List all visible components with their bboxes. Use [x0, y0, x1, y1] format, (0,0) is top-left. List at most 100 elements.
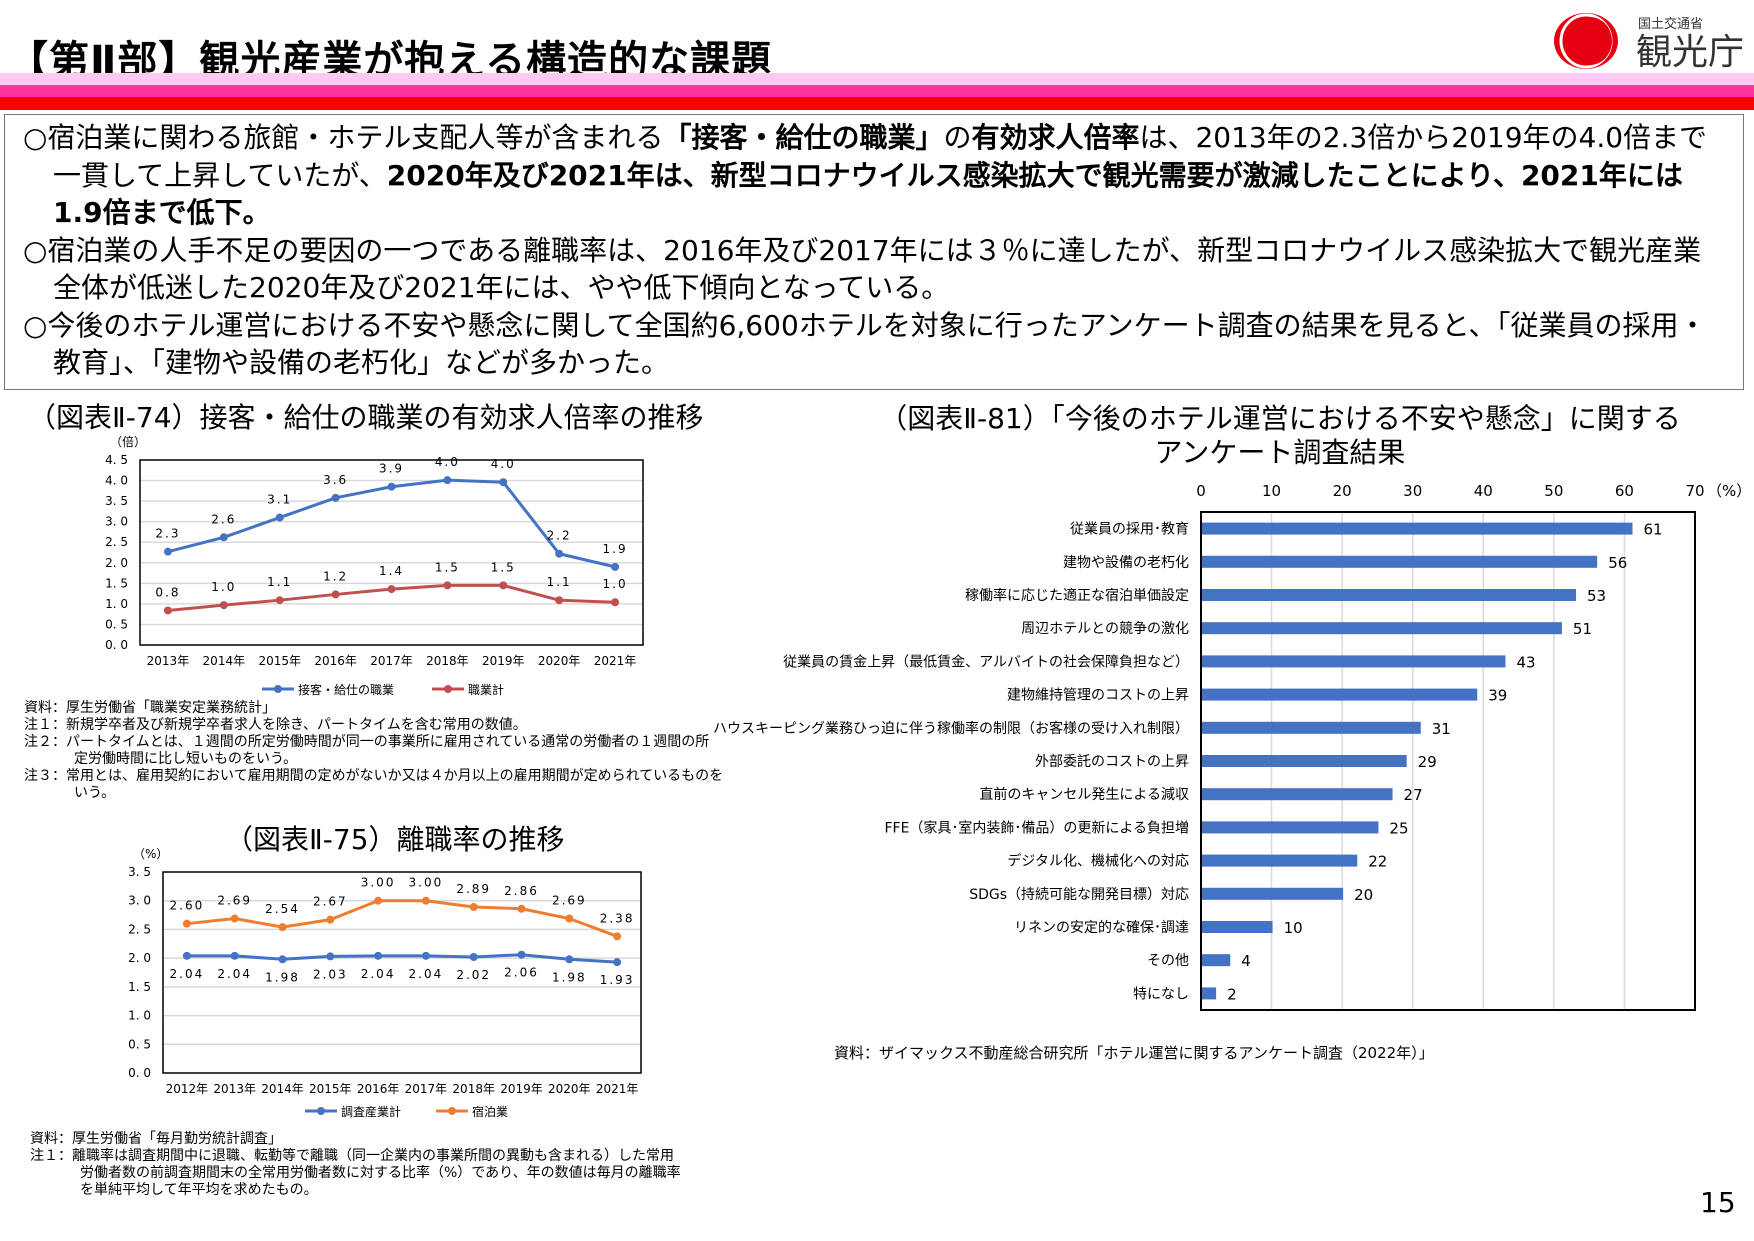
fig75-data-point [374, 951, 383, 960]
fig81-value-label: 25 [1389, 819, 1408, 837]
fig74-data-point [555, 549, 564, 558]
fig75-data-point [182, 919, 191, 928]
fig81-value-label: 2 [1227, 985, 1237, 1003]
fig74-ytick-label: 3. 5 [105, 494, 128, 508]
fig75-data-label: 2.54 [265, 902, 300, 916]
fig81-bar [1202, 954, 1231, 967]
fig75-data-label: 2.04 [217, 967, 252, 981]
fig74-data-label: 1.4 [379, 564, 404, 578]
fig81-category-label: FFE（家具･室内装飾･備品）の更新による負担増 [884, 819, 1189, 836]
fig81-category-label: 稼働率に応じた適正な宿泊単価設定 [965, 587, 1189, 604]
summary-bullet: ○宿泊業の人手不足の要因の一つである離職率は、2016年及び2017年には３％に… [23, 232, 1729, 307]
fig74-legend-marker [444, 685, 452, 693]
fig75-data-label: 2.67 [313, 895, 348, 909]
fig74-data-point [387, 585, 396, 594]
fig75-data-label: 2.38 [600, 911, 635, 925]
fig81-bar [1202, 555, 1598, 568]
fig81-xtick-label: 60 [1615, 482, 1634, 500]
fig74-data-label: 1.2 [323, 569, 348, 583]
fig75-data-label: 2.03 [313, 967, 348, 981]
fig81-xtick-label: 70 [1685, 482, 1704, 500]
fig74-xtick-label: 2019年 [482, 654, 525, 668]
fig75-xtick-label: 2016年 [357, 1082, 400, 1096]
fig74-note: 注２：パートタイムとは、１週間の所定労働時間が同一の事業所に雇用されている通常の… [24, 734, 710, 750]
summary-box: ○宿泊業に関わる旅館・ホテル支配人等が含まれる「接客・給仕の職業」の有効求人倍率… [4, 114, 1744, 390]
fig81-xtick-label: 10 [1262, 482, 1281, 500]
fig74-data-point [443, 581, 452, 590]
fig81-value-label: 20 [1354, 886, 1373, 904]
fig81-category-label: 従業員の採用･教育 [1070, 522, 1189, 538]
fig74-data-point [331, 493, 340, 502]
fig74-title: （図表Ⅱ-74）接客・給仕の職業の有効求人倍率の推移 [28, 401, 704, 434]
fig74-note: 定労働時間に比し短いものをいう。 [74, 751, 298, 767]
fig75-data-label: 1.93 [600, 973, 635, 987]
fig74-ytick-label: 4. 5 [105, 453, 128, 467]
fig75-legend-marker [317, 1107, 325, 1115]
fig81-value-label: 10 [1284, 919, 1303, 937]
fig74-ytick-label: 2. 0 [105, 556, 128, 570]
fig75-data-point [326, 915, 335, 924]
fig81-xtick-label: 30 [1403, 482, 1422, 500]
fig81-category-label: リネンの安定的な確保･調達 [1014, 920, 1189, 936]
fig74-data-label: 1.5 [491, 560, 516, 574]
fig74-data-point [555, 596, 564, 605]
fig75-data-label: 2.04 [170, 967, 205, 981]
fig75-xtick-label: 2013年 [213, 1082, 256, 1096]
fig81-title-line: （図表Ⅱ-81）「今後のホテル運営における不安や懸念」に関する [879, 402, 1681, 435]
fig74-data-point [275, 596, 284, 605]
fig75-title: （図表Ⅱ-75）離職率の推移 [225, 823, 565, 856]
logo-ministry-text: 国土交通省 [1638, 16, 1703, 32]
fig81-category-label: 建物維持管理のコストの上昇 [1007, 688, 1189, 704]
fig74-data-point [611, 562, 620, 571]
fig75-ytick-label: 1. 0 [128, 1009, 151, 1023]
fig81-xtick-label: 0 [1196, 482, 1206, 500]
fig75-legend-label: 宿泊業 [472, 1104, 508, 1119]
summary-text: ○宿泊業の人手不足の要因の一つである離職率は、2016年及び2017年には３％に… [23, 233, 1702, 305]
fig74-data-label: 2.2 [547, 529, 572, 543]
fig74-data-point [163, 606, 172, 615]
fig75-xtick-label: 2015年 [309, 1082, 352, 1096]
fig75-data-label: 2.02 [456, 968, 491, 982]
fig81-value-label: 27 [1404, 786, 1423, 804]
fig74-xtick-label: 2021年 [594, 654, 637, 668]
fig75-data-point [421, 951, 430, 960]
fig81-category-label: デジタル化、機械化への対応 [1007, 853, 1189, 870]
fig75-data-label: 2.89 [456, 882, 491, 896]
fig75-note: を単純平均して年平均を求めたもの。 [80, 1182, 318, 1198]
logo-agency-text: 観光庁 [1636, 32, 1744, 72]
fig75-data-label: 3.00 [361, 876, 396, 890]
fig75-legend-label: 調査産業計 [341, 1104, 401, 1119]
fig75-ytick-label: 3. 0 [128, 894, 151, 908]
summary-bullet: ○今後のホテル運営における不安や懸念に関して全国約6,600ホテルを対象に行った… [23, 307, 1729, 382]
fig75-y-unit: （%） [133, 847, 168, 861]
fig75-series-line [186, 953, 618, 964]
page-number: 15 [1700, 1186, 1736, 1219]
fig75-ytick-label: 2. 0 [128, 951, 151, 965]
fig75-data-label: 2.86 [504, 884, 539, 898]
fig74-note: 資料：厚生労働省「職業安定業務統計」 [24, 700, 276, 716]
fig75-data-label: 2.06 [504, 966, 539, 980]
fig74-note: 注３：常用とは、雇用契約において雇用期間の定めがないか又は４か月以上の雇用期間が… [24, 768, 724, 784]
fig74-data-label: 2.3 [155, 527, 180, 541]
fig74-data-label: 3.1 [267, 493, 292, 507]
fig74-data-label: 3.9 [379, 462, 404, 476]
fig74-data-point [219, 601, 228, 610]
fig74-data-label: 4.0 [491, 457, 516, 471]
fig75-data-point [230, 951, 239, 960]
japan-tourism-agency-logo: 国土交通省 観光庁 [1552, 10, 1752, 73]
fig81-category-label: 周辺ホテルとの競争の激化 [1021, 620, 1189, 637]
fig74-data-label: 4.0 [435, 455, 460, 469]
fig75-data-label: 1.98 [265, 970, 300, 984]
fig81-bar [1202, 987, 1217, 1000]
fig75-data-label: 1.98 [552, 970, 587, 984]
fig74-data-point [443, 476, 452, 485]
fig81-xtick-label: 50 [1544, 482, 1563, 500]
fig81-value-label: 51 [1573, 620, 1592, 638]
fig74-xtick-label: 2020年 [538, 654, 581, 668]
fig75-data-point [182, 951, 191, 960]
fig81-value-label: 22 [1368, 853, 1387, 871]
fig74-legend-label: 職業計 [468, 682, 504, 697]
fig75-data-point [326, 952, 335, 961]
fig74-ytick-label: 0. 0 [105, 638, 128, 652]
fig74-ytick-label: 2. 5 [105, 535, 128, 549]
